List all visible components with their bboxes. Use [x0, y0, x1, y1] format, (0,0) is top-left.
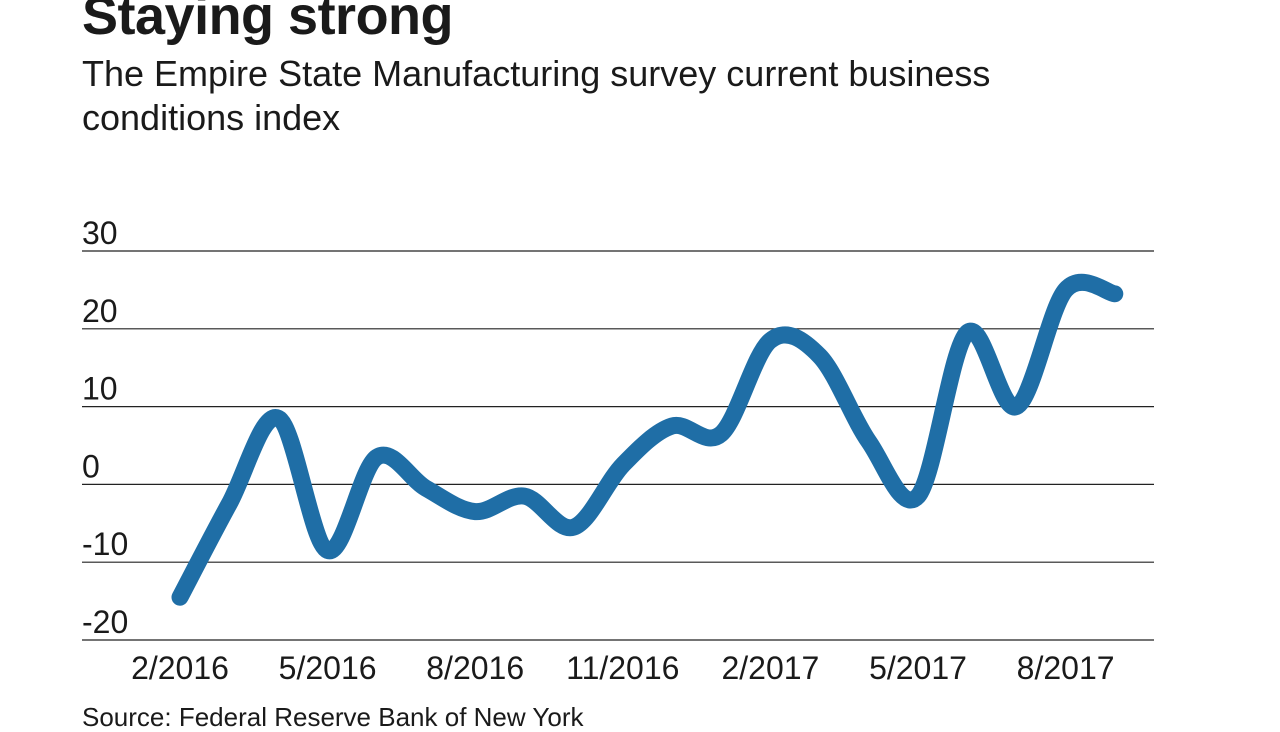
y-tick-label: -20	[82, 604, 128, 640]
x-tick-label: 5/2017	[869, 650, 967, 686]
y-tick-label: 0	[82, 448, 100, 484]
x-tick-label: 11/2016	[566, 650, 679, 686]
chart-subtitle: The Empire State Manufacturing survey cu…	[82, 53, 991, 138]
x-tick-label: 2/2016	[131, 650, 229, 686]
y-tick-label: -10	[82, 526, 128, 562]
source-note: Source: Federal Reserve Bank of New York	[82, 702, 584, 732]
y-axis-ticks: 30 20 10 0 -10 -20	[82, 215, 128, 640]
x-tick-label: 5/2016	[279, 650, 377, 686]
x-axis-ticks: 2/2016 5/2016 8/2016 11/2016 2/2017 5/2017 8/2…	[131, 650, 1114, 686]
chart-title: Staying strong	[82, 0, 454, 46]
x-tick-label: 8/2016	[426, 650, 524, 686]
y-tick-label: 20	[82, 293, 118, 329]
y-tick-label: 10	[82, 371, 118, 407]
series-lines	[171, 273, 1124, 606]
y-tick-label: 30	[82, 215, 118, 251]
gridlines	[82, 250, 1154, 641]
x-tick-label: 8/2017	[1017, 650, 1115, 686]
series-line	[171, 273, 1124, 606]
x-tick-label: 2/2017	[721, 650, 819, 686]
